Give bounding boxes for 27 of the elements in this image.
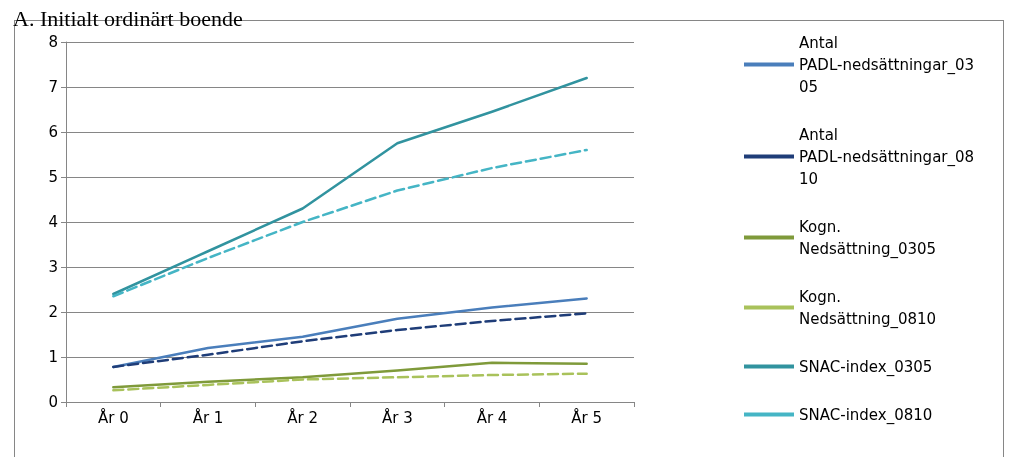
y-tick-label: 1: [48, 348, 58, 366]
line-series: [112, 76, 588, 296]
line-series: [112, 361, 588, 389]
y-tick-label: 2: [48, 303, 58, 321]
legend-label: SNAC-index_0810: [799, 405, 933, 425]
chart-title: A. Initialt ordinärt boende: [13, 5, 243, 31]
y-tick-label: 3: [48, 258, 58, 276]
legend-label: Kogn. Nedsättning_0305: [799, 217, 937, 259]
legend-label: Antal PADL-nedsättningar_0305: [799, 33, 975, 96]
x-tick-label: År 1: [192, 407, 224, 427]
y-tick-label: 6: [48, 123, 58, 141]
x-tick-label: År 0: [97, 407, 129, 427]
line-series: [112, 372, 588, 392]
legend-label: SNAC-index_0305: [799, 357, 933, 377]
line-series: [112, 148, 588, 298]
y-tick-label: 0: [48, 393, 58, 411]
x-tick-label: År 3: [381, 407, 413, 427]
x-tick-label: År 5: [571, 407, 603, 427]
legend-label: Kogn. Nedsättning_0810: [799, 287, 937, 329]
legend-label: Antal PADL-nedsättningar_0810: [799, 125, 975, 188]
x-tick-label: År 4: [476, 407, 508, 427]
line-series: [112, 312, 588, 369]
y-tick-label: 4: [48, 213, 58, 231]
y-tick-label: 5: [48, 168, 58, 186]
x-tick-label: År 2: [287, 407, 319, 427]
y-tick-label: 8: [48, 33, 58, 51]
y-tick-label: 7: [48, 78, 58, 96]
